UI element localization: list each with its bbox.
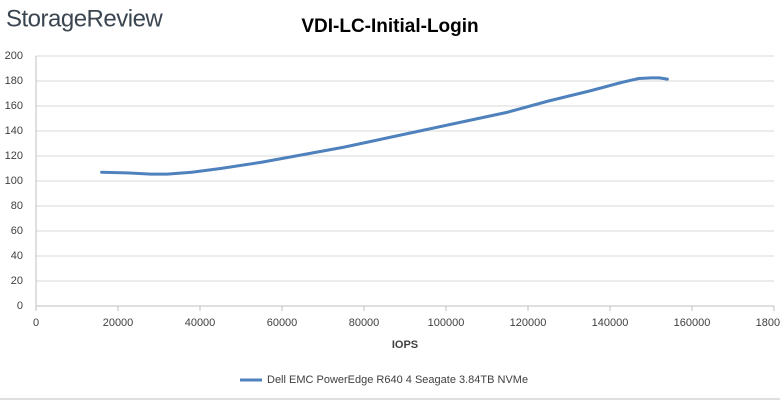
y-tick-label: 140 — [5, 125, 23, 137]
legend-label: Dell EMC PowerEdge R640 4 Seagate 3.84TB… — [267, 374, 528, 386]
y-tick-label: 80 — [11, 200, 23, 212]
x-tick-label: 0 — [33, 317, 39, 329]
y-tick-label: 40 — [11, 250, 23, 262]
y-tick-label: 60 — [11, 225, 23, 237]
logo: StorageReview — [6, 5, 163, 32]
y-tick-label: 0 — [17, 300, 23, 312]
y-tick-label: 100 — [5, 175, 23, 187]
data-line — [100, 76, 669, 176]
y-tick-label: 20 — [11, 275, 23, 287]
x-tick-label: 140000 — [592, 317, 629, 329]
y-tick-label: 180 — [5, 75, 23, 87]
x-tick-label: 100000 — [428, 317, 465, 329]
x-tick-label: 120000 — [510, 317, 547, 329]
x-tick-label: 180000 — [756, 317, 780, 329]
chart-title: VDI-LC-Initial-Login — [301, 16, 478, 37]
x-tick-label: 20000 — [103, 317, 134, 329]
x-tick-label: 60000 — [267, 317, 298, 329]
x-tick-label: 80000 — [349, 317, 380, 329]
x-tick-label: 160000 — [674, 317, 711, 329]
x-tick-label: 40000 — [185, 317, 216, 329]
y-tick-label: 120 — [5, 150, 23, 162]
y-tick-label: 200 — [5, 50, 23, 62]
y-tick-label: 160 — [5, 100, 23, 112]
x-axis-label: IOPS — [392, 339, 418, 351]
